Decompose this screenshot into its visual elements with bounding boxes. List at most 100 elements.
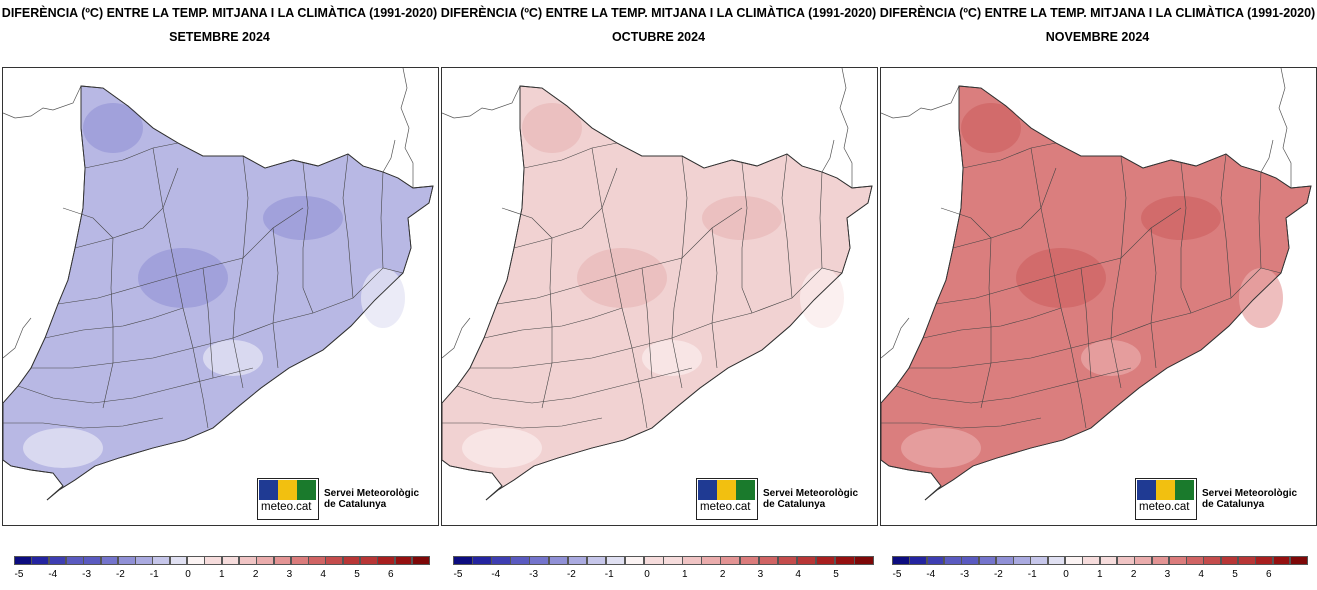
anomaly-zone [23, 428, 103, 468]
anomaly-zone [901, 428, 981, 468]
logo-brand: meteo.cat [700, 501, 751, 513]
anomaly-zone [800, 268, 844, 328]
legend-swatch [701, 556, 721, 565]
neighbor-border [3, 317, 32, 359]
legend-swatch [221, 556, 240, 565]
legend-tick-label: 0 [644, 569, 650, 580]
legend-swatch [1134, 556, 1152, 565]
legend-tick-label: -5 [14, 569, 24, 580]
org-line-1: Servei Meteorològic [763, 488, 859, 499]
legend-swatch [1013, 556, 1031, 565]
comarca-border [781, 153, 793, 299]
panel-month: NOVEMBRE 2024 [1045, 30, 1150, 44]
legend-tick-label: 3 [757, 569, 764, 580]
legend-swatch [909, 556, 928, 565]
legend-swatch [1289, 556, 1308, 565]
comarca-border [496, 207, 743, 305]
legend-tick-label: -1 [1027, 569, 1037, 580]
legend-tick-label: 5 [833, 569, 839, 580]
neighbor-border [442, 85, 521, 119]
logo-org: Servei Meteorològic de Catalunya [763, 488, 858, 510]
legend-swatch [308, 556, 326, 565]
neighbor-border [839, 68, 853, 188]
comarca-border [380, 171, 384, 269]
comarca-border [102, 237, 114, 409]
anomaly-zone [1016, 248, 1106, 308]
legend-swatch [796, 556, 817, 565]
comarca-border [342, 153, 354, 299]
panel-month: SETEMBRE 2024 [169, 30, 270, 44]
legend-tick-label: 2 [719, 569, 726, 580]
comarca-border [3, 417, 164, 429]
map-panel-octubre: DIFERÈNCIA (ºC) ENTRE LA TEMP. MITJANA I… [439, 0, 878, 589]
logo-brand: meteo.cat [261, 501, 312, 513]
legend-tick-label: 3 [1164, 569, 1171, 580]
legend-swatch [360, 556, 378, 565]
panel-title: DIFERÈNCIA (ºC) ENTRE LA TEMP. MITJANA I… [440, 6, 877, 20]
comarca-border [962, 142, 1057, 169]
legend-swatch [14, 556, 32, 565]
anomaly-zone [203, 340, 263, 376]
comarca-border [881, 417, 1042, 429]
legend-tick-label: 1 [1097, 569, 1103, 580]
org-line-2: de Catalunya [763, 499, 826, 510]
cloud-icon [736, 480, 755, 500]
org-line-1: Servei Meteorològic [324, 488, 420, 499]
panel-month: OCTUBRE 2024 [611, 30, 706, 44]
comarca-border [940, 207, 992, 239]
comarca-border [1110, 155, 1127, 389]
legend-tick-label: -3 [529, 569, 539, 580]
legend-swatch [204, 556, 223, 565]
comarca-border [980, 237, 992, 409]
legend-swatch [1099, 556, 1118, 565]
legend-swatch [978, 556, 997, 565]
comarca-border [302, 162, 314, 314]
neighbor-border [1278, 68, 1292, 188]
legend-tick-label: 3 [286, 569, 293, 580]
legend-swatch [273, 556, 292, 565]
legend-swatch [31, 556, 50, 565]
anomaly-zone [361, 268, 405, 328]
legend-swatch [100, 556, 119, 565]
logo-org: Servei Meteorològic de Catalunya [1202, 488, 1297, 510]
comarca-border [935, 207, 1182, 305]
legend-swatch [453, 556, 473, 565]
comarca-border [952, 167, 1057, 249]
catalonia-outline [881, 85, 1312, 501]
legend-swatch [1186, 556, 1204, 565]
org-line-2: de Catalunya [324, 499, 387, 510]
legend-tick-label: 5 [1232, 569, 1238, 580]
legend-swatch [1203, 556, 1222, 565]
neighbor-border [881, 85, 960, 119]
legend-swatch [152, 556, 171, 565]
comarca-border [1258, 171, 1262, 269]
legend-swatch [1047, 556, 1066, 565]
comarca-border [202, 267, 214, 379]
panel-title: DIFERÈNCIA (ºC) ENTRE LA TEMP. MITJANA I… [879, 6, 1316, 20]
legend-swatch [325, 556, 344, 565]
legend-swatch [342, 556, 361, 565]
legend-swatch [943, 556, 962, 565]
comarca-border [1150, 227, 1157, 369]
legend-swatch [1168, 556, 1187, 565]
legend-swatch [187, 556, 205, 565]
neighbor-border [881, 317, 910, 359]
org-line-1: Servei Meteorològic [1202, 488, 1298, 499]
comarca-border [1080, 267, 1092, 379]
comarca-border [272, 227, 279, 369]
legend-swatch [1082, 556, 1101, 565]
comarca-border [513, 167, 618, 249]
panel-title: DIFERÈNCIA (ºC) ENTRE LA TEMP. MITJANA I… [1, 6, 438, 20]
legend-tick-label: 6 [388, 569, 394, 580]
comarca-border [523, 142, 618, 169]
catalonia-outline [442, 85, 873, 501]
anomaly-zone [522, 103, 582, 153]
legend-swatch [529, 556, 549, 565]
legend-swatch [605, 556, 626, 565]
anomaly-zone [1239, 268, 1283, 328]
legend-swatch [1030, 556, 1049, 565]
legend-swatch [290, 556, 309, 565]
neighbor-border [821, 139, 835, 173]
legend-tick-label: -2 [993, 569, 1003, 580]
anomaly-zone [1141, 196, 1221, 240]
